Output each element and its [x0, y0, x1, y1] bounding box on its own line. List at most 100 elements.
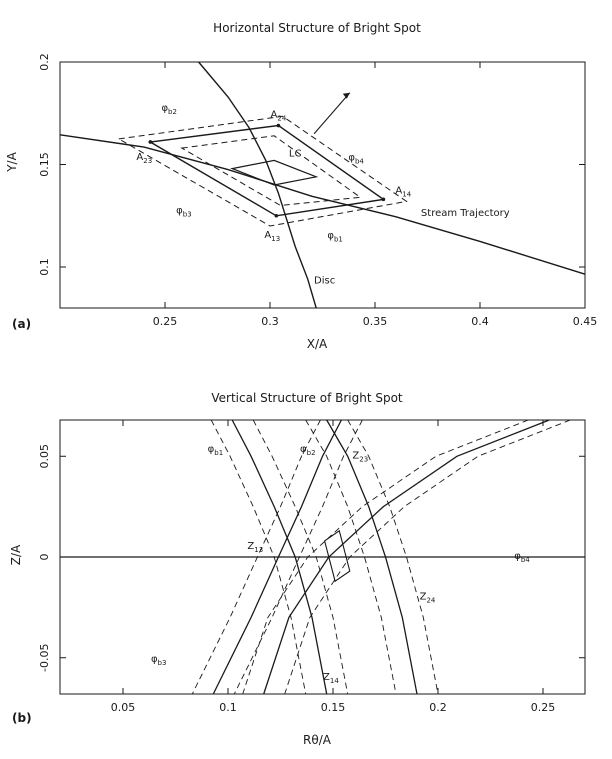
chart-a-phi-b2-label-main: φ: [161, 103, 168, 114]
chart-b-phi-b2-label: φb2: [300, 444, 316, 457]
chart-a-disc-label: Disc: [314, 275, 335, 286]
chart-b-phi-b1-line: [231, 419, 328, 695]
chart-a-ytick-label: 0.15: [38, 152, 51, 177]
chart-b-z-13-label: Z13: [247, 541, 263, 554]
chart-a-stream-trajectory-line: [59, 134, 586, 275]
chart-a-vertex-a13-label-sub: 13: [271, 235, 280, 243]
chart-b-z-23-label-main: Z: [352, 450, 359, 461]
chart-b-phi-b1-label-main: φ: [208, 444, 215, 455]
chart-b-z-13-label-main: Z: [247, 541, 254, 552]
chart-a-vertex-a14-label: A14: [395, 185, 411, 198]
chart-a-direction-arrow-icon: [313, 92, 351, 135]
chart-b-lc-quad: [323, 529, 351, 583]
chart-a-panel-label: (a): [12, 317, 31, 331]
chart-a-ytick-label: 0.1: [38, 258, 51, 276]
chart-b-phi-b4-line: [263, 419, 550, 695]
chart-a-vertex-a24-point: [276, 123, 281, 128]
chart-b-xtick-label: 0.2: [429, 701, 447, 714]
chart-b-phi-b4-dashed-line: [242, 419, 529, 695]
chart-b-z-24-label: Z24: [420, 591, 436, 604]
chart-b-phi-b4-label-sub: b4: [521, 556, 530, 564]
chart-b-z-24-label-main: Z: [420, 591, 427, 602]
chart-a-phi-b1-label-main: φ: [327, 230, 334, 241]
chart-b-phi-b2-label-sub: b2: [307, 449, 316, 457]
chart-b-z-14-label-main: Z: [323, 672, 330, 683]
chart-b-frame: [59, 419, 586, 695]
chart-a-vertex-a23-label: A23: [136, 152, 152, 165]
panel-a: Horizontal Structure of Bright Spot (a) …: [5, 21, 597, 351]
chart-b-phi-b3-line: [212, 419, 342, 695]
chart-a-xtick-label: 0.3: [261, 315, 279, 328]
chart-b-ylabel: Z/A: [9, 544, 23, 565]
chart-a-phi-b1-label-sub: b1: [334, 235, 343, 243]
chart-a-vertex-a13-point: [274, 213, 279, 218]
chart-a-vertex-a13-label-main: A: [264, 230, 271, 241]
chart-b-xtick-label: 0.25: [531, 701, 556, 714]
chart-b-z-14-label: Z14: [323, 672, 339, 685]
chart-b-xtick-label: 0.1: [219, 701, 237, 714]
chart-b-xtick-label: 0.05: [111, 701, 136, 714]
chart-a-vertex-a14-label-main: A: [395, 185, 402, 196]
chart-a-arrow-shaft: [313, 92, 351, 135]
chart-a-phi-b4-label-sub: b4: [355, 157, 364, 165]
chart-a-phi-b2-label: φb2: [161, 103, 177, 116]
chart-a-vertex-a13-label: A13: [264, 230, 280, 243]
chart-a-xtick-label: 0.25: [153, 315, 178, 328]
chart-a-bright-spot-quad: [148, 124, 386, 217]
chart-a-xlabel: X/A: [307, 337, 328, 351]
chart-a-xtick-label: 0.45: [573, 315, 598, 328]
chart-a-phi-b3-label-sub: b3: [183, 211, 192, 219]
chart-a-vertex-a23-label-main: A: [136, 152, 143, 163]
chart-a-vertex-a24-label: A24: [271, 110, 287, 123]
chart-a-lc-label: LC: [289, 148, 302, 159]
chart-a-plot: Stream TrajectoryDiscLCA24A14A13A23φb2φb…: [59, 61, 586, 309]
chart-b-ticks: 0.05 0.1 0.15 0.2 0.25 -0.05 0 0.05: [38, 420, 585, 714]
chart-b-phi-b1-dashed-line: [210, 419, 307, 695]
chart-b-phi-b3-label-main: φ: [151, 654, 158, 665]
chart-a-stream-trajectory-label: Stream Trajectory: [421, 208, 510, 219]
chart-b-phi-b4-label-main: φ: [514, 551, 521, 562]
chart-b-phi-b2-label-main: φ: [300, 444, 307, 455]
chart-a-vertex-a24-label-sub: 24: [277, 115, 286, 123]
chart-a-arrow-head: [342, 92, 350, 99]
chart-a-xtick-label: 0.35: [363, 315, 388, 328]
chart-b-phi-b3-dashed-line: [233, 419, 363, 695]
chart-a-vertex-a14-point: [381, 197, 386, 202]
chart-a-title: Horizontal Structure of Bright Spot: [213, 21, 421, 35]
chart-b-phi-b4-label: φb4: [514, 551, 530, 564]
chart-b-z-23-label-sub: 23: [359, 455, 368, 463]
chart-a-phi-b3-label: φb3: [176, 206, 192, 219]
chart-b-phi-b1-label-sub: b1: [214, 449, 223, 457]
chart-b-z-14-label-sub: 14: [330, 677, 339, 685]
chart-b-xtick-label: 0.15: [321, 701, 346, 714]
chart-a-phi-b4-label-main: φ: [348, 152, 355, 163]
chart-a-ticks: 0.25 0.3 0.35 0.4 0.45 0.1 0.15 0.2: [38, 53, 597, 328]
panel-b: Vertical Structure of Bright Spot (b) Z/…: [9, 391, 586, 747]
chart-a-vertex-a23-label-sub: 23: [143, 157, 152, 165]
chart-b-xlabel: Rθ/A: [303, 733, 332, 747]
chart-b-phi-b3-label: φb3: [151, 654, 167, 667]
chart-a-ylabel: Y/A: [5, 151, 19, 172]
chart-b-phi-b1-dashed-line: [252, 419, 349, 695]
chart-a-ytick-label: 0.2: [38, 53, 51, 71]
chart-b-phi-b3-label-sub: b3: [158, 659, 167, 667]
chart-a-dashed-inner-quad: [180, 135, 362, 207]
chart-a-dashed-outer-quad: [117, 115, 408, 227]
chart-b-phi-b4-dashed-line: [284, 419, 571, 695]
chart-b-ytick-label: -0.05: [38, 644, 51, 672]
chart-a-frame: [59, 61, 586, 309]
chart-b-ytick-label: 0.05: [38, 444, 51, 469]
chart-b-title: Vertical Structure of Bright Spot: [211, 391, 403, 405]
chart-b-ytick-label: 0: [38, 554, 51, 561]
chart-b-panel-label: (b): [12, 711, 32, 725]
chart-a-vertex-a24-label-main: A: [271, 110, 278, 121]
chart-a-phi-b1-label: φb1: [327, 230, 343, 243]
chart-b-phi-b3-dashed-line: [191, 419, 321, 695]
chart-b-phi-b2-dashed-line: [347, 419, 439, 695]
chart-a-vertex-a23-point: [148, 140, 153, 144]
chart-b-z-24-label-sub: 24: [426, 596, 435, 604]
chart-a-disc-line: [198, 61, 317, 309]
chart-b-phi-b1-label: φb1: [208, 444, 224, 457]
